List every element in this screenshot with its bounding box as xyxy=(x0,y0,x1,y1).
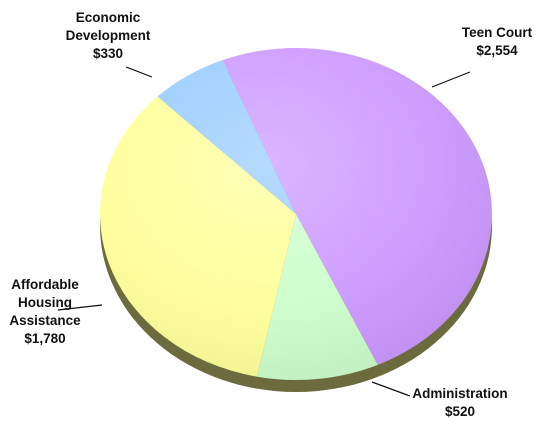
slice-label-line: Affordable xyxy=(11,277,79,292)
slice-label-line: Teen Court xyxy=(462,25,533,40)
leader-line-economic-development xyxy=(125,66,153,78)
slice-label-line: Development xyxy=(66,28,151,43)
slice-label-economic-development: Economic Development $330 xyxy=(66,10,151,61)
slice-label-administration: Administration $520 xyxy=(412,386,507,419)
slice-label-line: $1,780 xyxy=(24,331,65,346)
leader-line-administration xyxy=(371,381,411,397)
slice-label-line: Assistance xyxy=(9,313,81,328)
slice-label-affordable-housing-assistance: Affordable Housing Assistance $1,780 xyxy=(9,277,81,346)
slice-label-line: Economic xyxy=(76,10,141,25)
pie-highlight xyxy=(100,48,492,380)
slice-label-line: $330 xyxy=(93,46,123,61)
leader-line-affordable-housing-assistance xyxy=(57,304,103,311)
slice-label-line: Administration xyxy=(412,386,507,401)
slice-label-teen-court: Teen Court $2,554 xyxy=(462,25,533,58)
pie-surface-shine xyxy=(100,48,492,380)
slice-labels: Teen Court $2,554 Administration $520 Afford… xyxy=(9,10,532,419)
slice-label-line: $520 xyxy=(445,404,475,419)
leader-line-teen-court xyxy=(431,71,471,88)
slice-label-line: Housing xyxy=(18,295,72,310)
slice-label-line: $2,554 xyxy=(476,43,518,58)
leader-lines xyxy=(57,66,471,397)
